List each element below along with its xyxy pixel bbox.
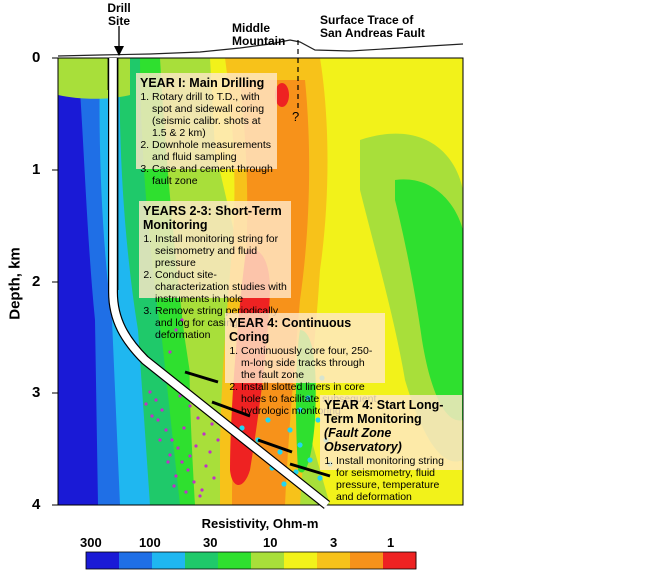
surface-trace-label: Surface Trace of San Andreas Fault [320, 13, 425, 40]
year23-item-2: Conduct site-characterization studies wi… [155, 269, 287, 305]
colorbar-swatch [383, 552, 417, 569]
fault-question-mark: ? [292, 109, 300, 124]
year4-monitoring-title: YEAR 4: Start Long-Term Monitoring [324, 398, 444, 426]
colorbar-label-100: 100 [139, 535, 161, 550]
side-tracks [184, 370, 331, 478]
resistivity-colorbar [85, 551, 417, 570]
colorbar-frame [85, 551, 417, 570]
year4-coring-item-1: Continuously core four, 250-m-long side … [241, 345, 381, 381]
year1-item-2: Downhole measurements and fluid sampling [152, 139, 273, 163]
colorbar-label-300: 300 [80, 535, 102, 550]
y-axis-title: Depth, km [6, 247, 24, 320]
colorbar-swatch [284, 552, 318, 569]
year4-coring-title: YEAR 4: Continuous Coring [229, 316, 352, 344]
colorbar-swatch [218, 552, 252, 569]
colorbar-label-30: 30 [203, 535, 218, 550]
year1-box: YEAR I: Main Drilling Rotary drill to T.… [136, 73, 277, 187]
colorbar-swatch [350, 552, 384, 569]
colorbar-label-10: 10 [263, 535, 278, 550]
year1-item-1: Rotary drill to T.D., with spot and side… [152, 91, 273, 139]
year4-monitoring-subtitle: (Fault Zone Observatory) [324, 426, 402, 454]
year23-item-1: Install monitoring string for seismometr… [155, 233, 287, 269]
drill-site-label: Drill Site [107, 1, 131, 28]
colorbar-swatch [119, 552, 153, 569]
year23-title: YEARS 2-3: Short-Term Monitoring [143, 204, 282, 232]
y-tick-3: 3 [32, 384, 41, 401]
arrow-head [114, 46, 124, 56]
colorbar-swatch [251, 552, 285, 569]
y-tick-4: 4 [32, 496, 41, 513]
y-tick-0: 0 [32, 49, 41, 66]
colorbar-label-3: 3 [330, 535, 338, 550]
year4-monitoring-item-1: Install monitoring string for seismometr… [336, 455, 458, 503]
middle-mountain-label: Middle Mountain [232, 21, 286, 48]
topography-line [57, 39, 464, 57]
colorbar-swatch [185, 552, 219, 569]
colorbar-swatch [317, 552, 351, 569]
colorbar-swatch [152, 552, 186, 569]
year23-box: YEARS 2-3: Short-Term Monitoring Install… [139, 201, 291, 341]
year1-item-3: Case and cement through fault zone [152, 163, 273, 187]
year4-monitoring-box: YEAR 4: Start Long-Term Monitoring (Faul… [320, 395, 462, 503]
year1-title: YEAR I: Main Drilling [140, 76, 265, 90]
colorbar-label-1: 1 [387, 535, 395, 550]
microseismicity-dots [144, 318, 220, 498]
colorbar-title: Resistivity, Ohm-m [201, 516, 319, 531]
borehole [107, 58, 331, 509]
y-tick-2: 2 [32, 273, 41, 290]
colorbar-swatch [86, 552, 120, 569]
y-tick-1: 1 [32, 161, 41, 178]
year4-coring-box: YEAR 4: Continuous Coring Continuously c… [225, 313, 385, 417]
